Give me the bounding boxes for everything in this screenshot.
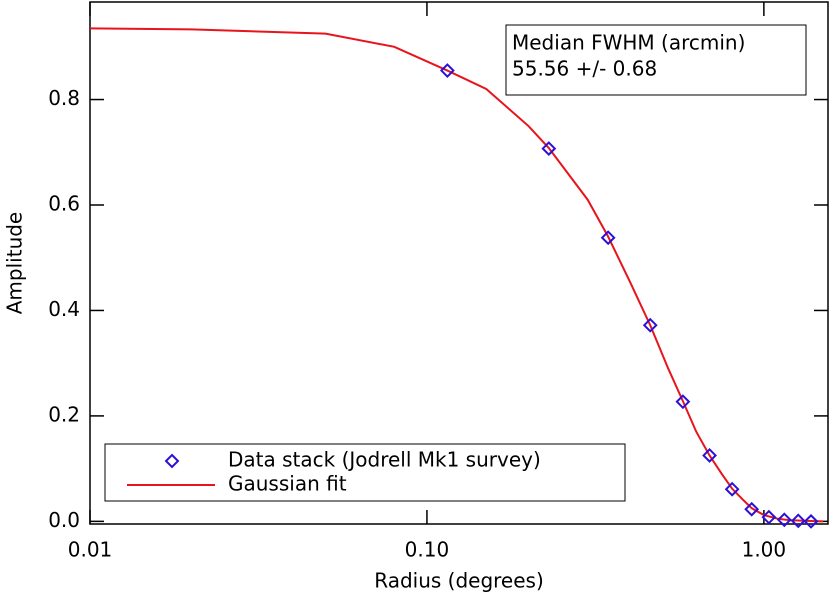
y-axis-label: Amplitude [3,212,27,315]
x-tick-label: 0.01 [68,538,113,562]
data-point [744,501,760,517]
annotation: Median FWHM (arcmin) [512,31,745,55]
x-tick-label: 0.10 [405,538,450,562]
y-tick-label: 0.4 [48,297,80,321]
legend-label: Data stack (Jodrell Mk1 survey) [228,448,541,472]
plot-frame [89,1,829,525]
data-point [541,141,557,156]
annotation-box [505,24,807,96]
x-tick-label: 1.00 [742,538,787,562]
legend-marker [164,453,180,469]
data-point [600,230,616,246]
x-axis-label: Radius (degrees) [374,569,544,593]
data-point [702,448,717,463]
data-point [724,481,740,497]
y-tick-label: 0.2 [48,402,80,426]
y-tick-label: 0.0 [48,508,80,532]
legend-box [104,443,626,502]
y-tick-label: 0.8 [48,86,80,110]
data-point [790,513,806,529]
data-point [439,63,455,78]
data-point [642,317,658,333]
data-point [761,509,777,525]
annotation: 55.56 +/- 0.68 [512,57,657,81]
data-point [776,512,792,528]
data-point [803,513,819,529]
data-point [675,394,691,410]
y-tick-label: 0.6 [48,192,80,216]
legend-label: Gaussian fit [228,472,347,496]
